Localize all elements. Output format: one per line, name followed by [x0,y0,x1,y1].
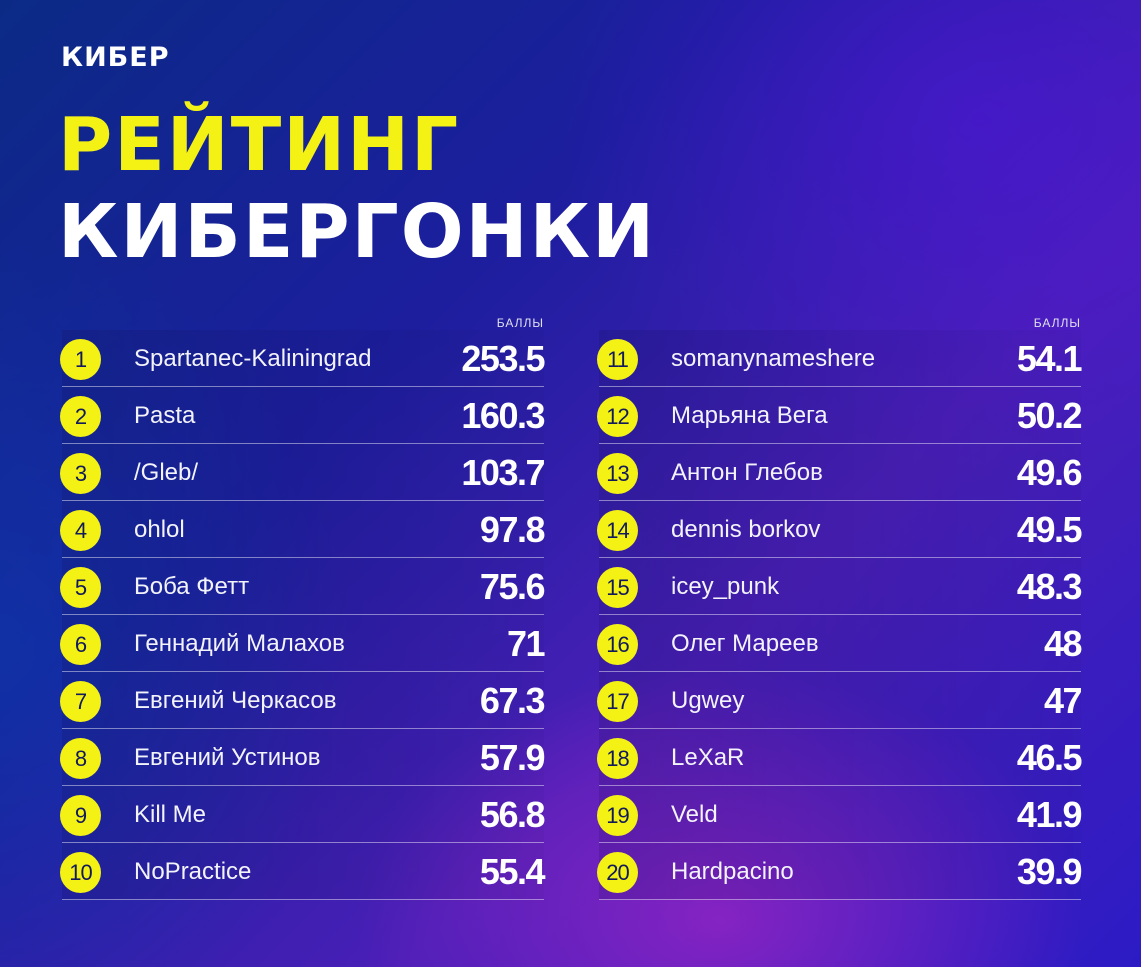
ranking-row: 9 Kill Me 56.8 [60,786,546,843]
ranking-row: 13 Антон Глебов 49.6 [597,444,1083,501]
player-name: LeXaR [671,744,745,771]
rank-badge: 12 [597,396,638,437]
ranking-row: 18 LeXaR 46.5 [597,729,1083,786]
player-name: Марьяна Вега [671,402,828,429]
ranking-row: 10 NoPractice 55.4 [60,843,546,900]
player-name: Евгений Черкасов [134,687,337,714]
player-score: 97.8 [479,509,546,550]
player-score: 71 [506,623,546,664]
player-score: 56.8 [479,794,546,835]
score-column-header: БАЛЛЫ [1033,316,1081,330]
player-name: Pasta [134,402,196,429]
brand-logo: КИБЕР [61,42,170,73]
rank-badge: 11 [597,339,638,380]
player-score: 75.6 [479,566,546,607]
player-score: 41.9 [1016,794,1083,835]
player-name: ohlol [134,516,185,543]
rank-badge: 15 [597,567,638,608]
ranking-row: 11 somanynameshere 54.1 [597,330,1083,387]
rank-badge: 13 [597,453,638,494]
player-score: 47 [1043,680,1083,721]
player-name: icey_punk [671,573,780,600]
ranking-row: 12 Марьяна Вега 50.2 [597,387,1083,444]
rank-badge: 5 [60,567,101,608]
player-score: 48.3 [1016,566,1083,607]
player-score: 48 [1043,623,1083,664]
player-name: Боба Фетт [134,573,250,600]
rank-badge: 6 [60,624,101,665]
player-name: Hardpacino [671,858,794,885]
player-name: somanynameshere [671,345,876,372]
page-title-line1: РЕЙТИНГ [58,102,461,188]
rank-badge: 19 [597,795,638,836]
player-score: 46.5 [1016,737,1083,778]
rank-badge: 20 [597,852,638,893]
ranking-column-left: БАЛЛЫ 1 Spartanec-Kaliningrad 253.5 2 Pasta 1… [60,316,546,900]
rank-badge: 9 [60,795,101,836]
player-name: Антон Глебов [671,459,823,486]
player-name: Veld [671,801,718,828]
ranking-row: 17 Ugwey 47 [597,672,1083,729]
player-score: 49.6 [1016,452,1083,493]
player-score: 55.4 [479,851,546,892]
player-score: 39.9 [1016,851,1083,892]
rank-badge: 18 [597,738,638,779]
rank-badge: 1 [60,339,101,380]
rank-badge: 7 [60,681,101,722]
player-score: 253.5 [461,338,545,379]
rank-badge: 2 [60,396,101,437]
player-name: Олег Мареев [671,630,819,657]
rank-badge: 17 [597,681,638,722]
ranking-row: 19 Veld 41.9 [597,786,1083,843]
ranking-row: 4 ohlol 97.8 [60,501,546,558]
ranking-row: 5 Боба Фетт 75.6 [60,558,546,615]
player-name: Евгений Устинов [134,744,321,771]
rank-badge: 16 [597,624,638,665]
ranking-row: 3/Gleb/103.7 [60,444,545,501]
rank-badge: 3 [60,453,101,494]
ranking-row: 7 Евгений Черкасов 67.3 [60,672,546,729]
player-name: Kill Me [134,801,207,828]
ranking-row: 16 Олег Мареев 48 [597,615,1083,672]
ranking-row: 14 dennis borkov 49.5 [597,501,1083,558]
player-score: 54.1 [1016,338,1083,379]
player-score: 57.9 [479,737,546,778]
player-name: Spartanec-Kaliningrad [134,345,372,372]
player-name: Геннадий Малахов [134,630,345,657]
rank-badge: 14 [597,510,638,551]
player-name: /Gleb/ [134,459,199,486]
player-score: 50.2 [1016,395,1083,436]
score-column-header: БАЛЛЫ [496,316,544,330]
player-score: 67.3 [479,680,546,721]
player-score: 103.7 [461,452,545,493]
ranking-row: 20 Hardpacino 39.9 [597,843,1083,900]
ranking-column-right: БАЛЛЫ 11 somanynameshere 54.1 12 Марьяна Вег… [597,316,1083,900]
rank-badge: 8 [60,738,101,779]
player-name: Ugwey [671,687,745,714]
player-score: 49.5 [1016,509,1083,550]
rank-badge: 4 [60,510,101,551]
ranking-row: 8 Евгений Устинов 57.9 [60,729,546,786]
player-name: NoPractice [134,858,252,885]
ranking-row: 2 Pasta 160.3 [60,387,545,444]
rank-badge: 10 [60,852,101,893]
ranking-row: 15 icey_punk 48.3 [597,558,1083,615]
ranking-row: 6 Геннадий Малахов 71 [60,615,546,672]
ranking-row: 1 Spartanec-Kaliningrad 253.5 [60,330,545,387]
player-name: dennis borkov [671,516,821,543]
player-score: 160.3 [461,395,545,436]
page-title-line2: КИБЕРГОНКИ [58,189,657,275]
